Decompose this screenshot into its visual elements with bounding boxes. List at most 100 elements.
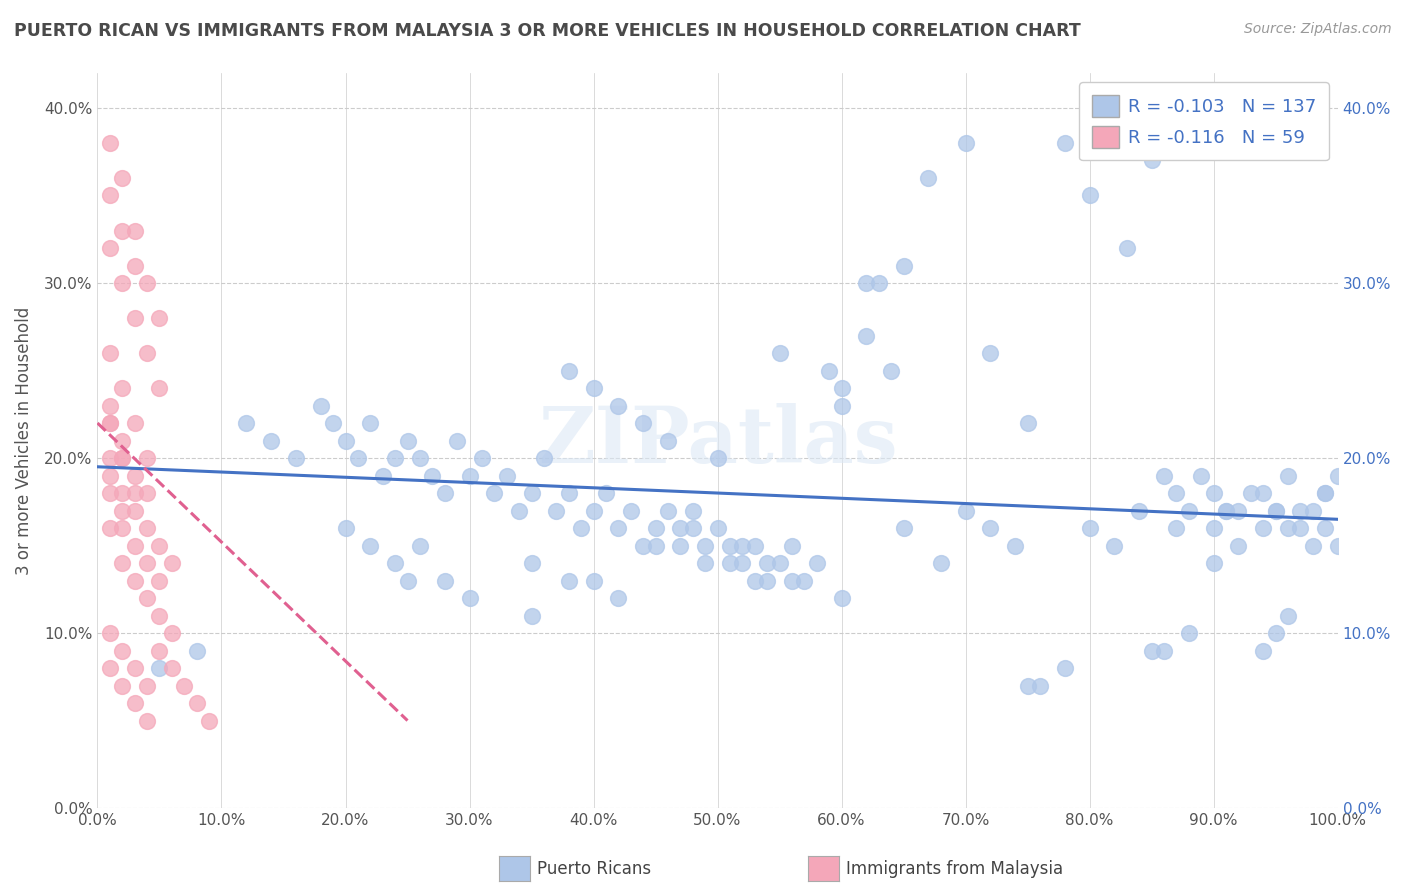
Point <box>98 346 121 360</box>
Point <box>98 416 121 430</box>
Point <box>657 434 679 448</box>
Point <box>1302 503 1324 517</box>
Point <box>768 556 790 570</box>
Point <box>160 661 183 675</box>
Point <box>1078 521 1101 535</box>
Point <box>136 521 159 535</box>
Point <box>136 591 159 605</box>
Point <box>582 574 605 588</box>
Point <box>855 276 877 290</box>
Point <box>955 503 977 517</box>
Point <box>657 503 679 517</box>
Point <box>1202 521 1225 535</box>
Point <box>111 556 134 570</box>
Point <box>136 679 159 693</box>
Point <box>880 363 903 377</box>
Point <box>520 556 543 570</box>
Point <box>1153 468 1175 483</box>
Point <box>582 503 605 517</box>
Point <box>136 556 159 570</box>
Point <box>111 450 134 465</box>
Point <box>136 714 159 728</box>
Point <box>136 346 159 360</box>
Point <box>533 450 555 465</box>
Point <box>1289 503 1312 517</box>
Point <box>111 434 134 448</box>
Text: Immigrants from Malaysia: Immigrants from Malaysia <box>846 860 1063 878</box>
Point <box>744 574 766 588</box>
Point <box>1251 643 1274 657</box>
Point <box>1315 521 1337 535</box>
Point <box>98 188 121 202</box>
Point <box>607 399 630 413</box>
Point <box>124 223 146 237</box>
Point <box>744 539 766 553</box>
Point <box>806 556 828 570</box>
Point <box>186 696 208 710</box>
Point <box>917 171 939 186</box>
Point <box>98 521 121 535</box>
Point <box>631 416 654 430</box>
Point <box>1251 521 1274 535</box>
Point <box>148 381 170 395</box>
Point <box>1326 539 1348 553</box>
Point <box>831 381 853 395</box>
Point <box>1277 521 1299 535</box>
Point <box>831 399 853 413</box>
Point <box>1029 679 1052 693</box>
Point <box>1017 679 1039 693</box>
Point <box>979 521 1001 535</box>
Point <box>98 468 121 483</box>
Point <box>409 539 432 553</box>
Point <box>335 521 357 535</box>
Point <box>396 574 419 588</box>
Point <box>1004 539 1026 553</box>
Point <box>111 521 134 535</box>
Point <box>136 276 159 290</box>
Point <box>433 486 456 500</box>
Point <box>1264 626 1286 640</box>
Point <box>620 503 643 517</box>
Point <box>384 450 406 465</box>
Point <box>98 399 121 413</box>
Point <box>124 259 146 273</box>
Point <box>1202 486 1225 500</box>
Point <box>1264 503 1286 517</box>
Point <box>1017 416 1039 430</box>
Point <box>359 539 381 553</box>
Point <box>1166 486 1188 500</box>
Point <box>1302 539 1324 553</box>
Point <box>780 539 803 553</box>
Point <box>1251 486 1274 500</box>
Point <box>1277 608 1299 623</box>
Point <box>520 608 543 623</box>
Point <box>124 416 146 430</box>
Point <box>98 626 121 640</box>
Point <box>731 556 754 570</box>
Point <box>111 643 134 657</box>
Point <box>495 468 517 483</box>
Point <box>1140 153 1163 168</box>
Point <box>546 503 568 517</box>
Point <box>111 503 134 517</box>
Point <box>284 450 307 465</box>
Point <box>235 416 257 430</box>
Point <box>409 450 432 465</box>
Point <box>831 591 853 605</box>
Point <box>1227 503 1250 517</box>
Text: ZIPatlas: ZIPatlas <box>537 402 897 478</box>
Point <box>1215 503 1237 517</box>
Point <box>756 556 779 570</box>
Point <box>1315 486 1337 500</box>
Legend: R = -0.103   N = 137, R = -0.116   N = 59: R = -0.103 N = 137, R = -0.116 N = 59 <box>1078 82 1329 161</box>
Point <box>1178 626 1201 640</box>
Point <box>558 486 581 500</box>
Point <box>347 450 370 465</box>
Point <box>1053 661 1076 675</box>
Point <box>148 311 170 326</box>
Point <box>706 521 728 535</box>
Point <box>1215 503 1237 517</box>
Point <box>98 486 121 500</box>
Point <box>111 276 134 290</box>
Point <box>855 328 877 343</box>
